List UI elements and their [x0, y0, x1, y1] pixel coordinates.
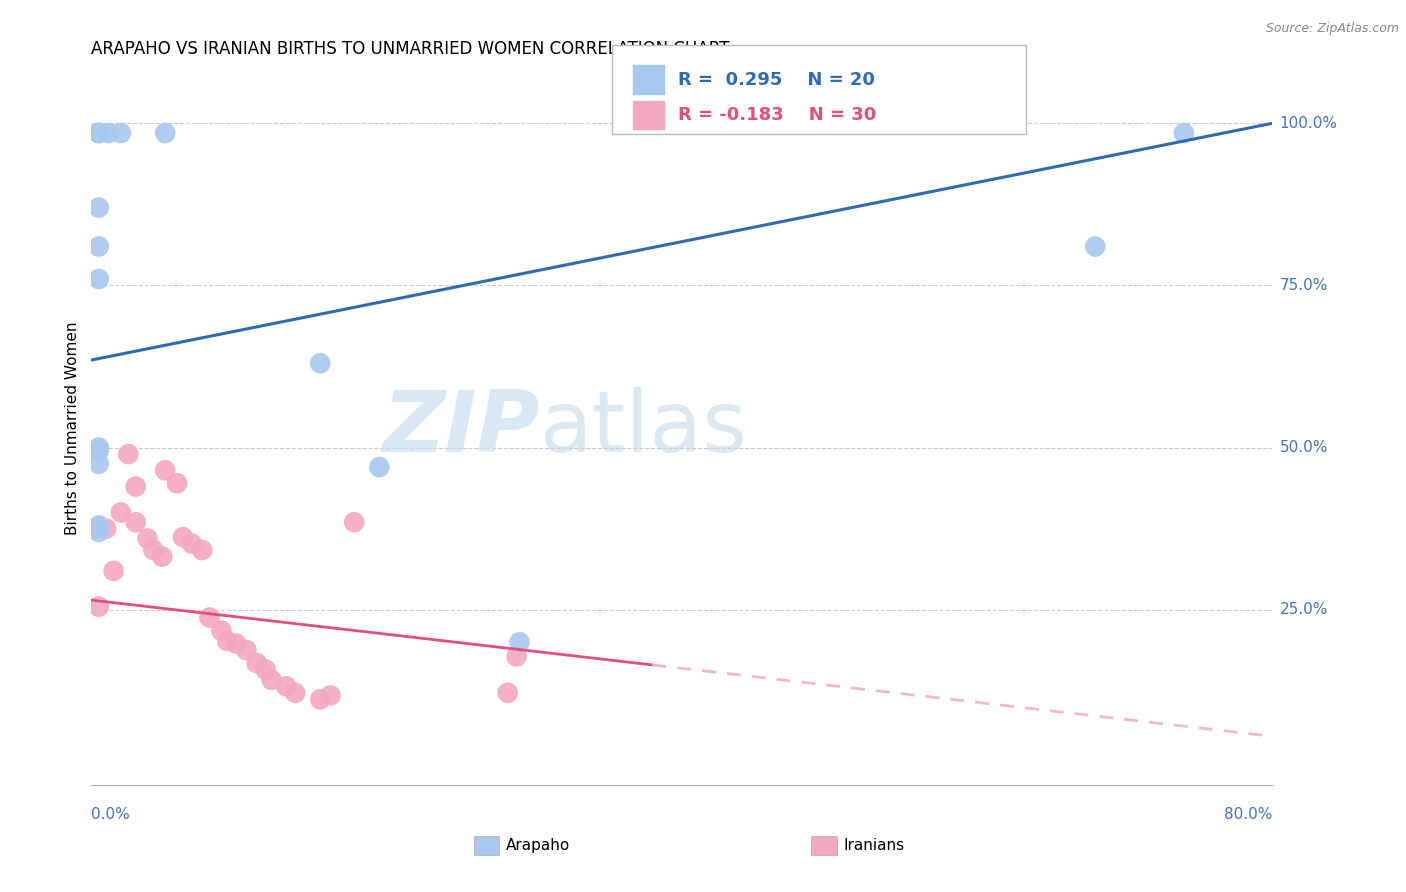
Point — [319, 689, 342, 703]
Point — [309, 692, 332, 706]
Point — [1173, 126, 1195, 140]
Point — [153, 126, 177, 140]
Point — [110, 506, 132, 520]
Point — [209, 624, 232, 638]
Point — [166, 476, 188, 491]
Point — [235, 643, 257, 657]
Point — [142, 543, 165, 558]
Point — [198, 610, 221, 624]
Text: atlas: atlas — [540, 386, 748, 470]
Text: ZIP: ZIP — [382, 386, 540, 470]
Point — [87, 518, 110, 533]
Point — [87, 522, 110, 536]
Text: 100.0%: 100.0% — [1279, 116, 1337, 131]
Point — [180, 536, 202, 550]
Point — [254, 663, 277, 677]
Point — [276, 679, 298, 693]
Point — [1084, 239, 1107, 253]
Point — [124, 479, 148, 493]
Text: 80.0%: 80.0% — [1225, 807, 1272, 822]
Text: 0.0%: 0.0% — [91, 807, 131, 822]
Point — [117, 447, 139, 461]
Point — [124, 515, 148, 529]
Point — [87, 443, 110, 458]
Point — [496, 686, 519, 700]
Point — [191, 543, 214, 558]
Point — [509, 635, 531, 649]
Point — [172, 530, 194, 544]
Point — [87, 272, 110, 286]
Point — [225, 636, 247, 650]
Point — [110, 126, 132, 140]
Point — [284, 686, 307, 700]
Point — [217, 634, 239, 648]
Point — [96, 522, 118, 536]
Text: 25.0%: 25.0% — [1279, 602, 1327, 617]
Point — [309, 356, 332, 370]
Point — [505, 649, 527, 664]
Point — [260, 673, 283, 687]
Text: 75.0%: 75.0% — [1279, 278, 1327, 293]
Text: Source: ZipAtlas.com: Source: ZipAtlas.com — [1265, 22, 1399, 36]
Point — [87, 599, 110, 614]
Point — [87, 126, 110, 140]
Point — [87, 126, 110, 140]
Point — [368, 460, 391, 475]
Text: ARAPAHO VS IRANIAN BIRTHS TO UNMARRIED WOMEN CORRELATION CHART: ARAPAHO VS IRANIAN BIRTHS TO UNMARRIED W… — [91, 40, 730, 58]
Text: Arapaho: Arapaho — [506, 838, 571, 853]
Text: R =  0.295    N = 20: R = 0.295 N = 20 — [678, 70, 875, 88]
Point — [87, 126, 110, 140]
Point — [87, 239, 110, 253]
Text: Iranians: Iranians — [844, 838, 904, 853]
Point — [103, 564, 125, 578]
Point — [343, 515, 366, 529]
Y-axis label: Births to Unmarried Women: Births to Unmarried Women — [65, 321, 80, 535]
Point — [87, 201, 110, 215]
Point — [150, 549, 173, 564]
Point — [87, 441, 110, 455]
Point — [87, 524, 110, 539]
Point — [246, 656, 269, 670]
Text: 50.0%: 50.0% — [1279, 440, 1327, 455]
Point — [153, 463, 177, 477]
Point — [136, 532, 159, 546]
Point — [98, 126, 121, 140]
Point — [87, 457, 110, 471]
Text: R = -0.183    N = 30: R = -0.183 N = 30 — [678, 106, 876, 124]
